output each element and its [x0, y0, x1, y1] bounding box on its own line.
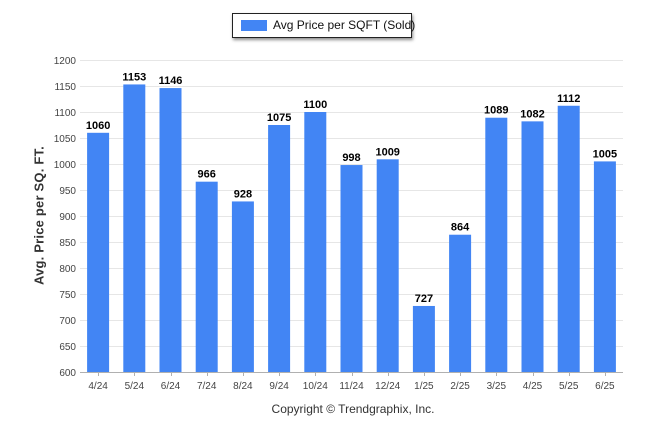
y-tick-label: 950 — [59, 186, 76, 197]
y-tick-label: 600 — [59, 368, 76, 379]
y-tick-label: 800 — [59, 264, 76, 275]
bar — [159, 88, 182, 372]
x-tick-label: 2/25 — [450, 381, 470, 392]
bar — [340, 165, 363, 372]
x-tick-label: 10/24 — [303, 381, 328, 392]
x-tick-label: 6/24 — [161, 381, 181, 392]
bar — [449, 234, 472, 372]
data-label: 864 — [451, 222, 470, 234]
legend-label: Avg Price per SQFT (Sold) — [273, 18, 416, 32]
x-tick-label: 4/25 — [523, 381, 543, 392]
y-tick-label: 700 — [59, 316, 76, 327]
x-tick-label: 5/24 — [125, 381, 145, 392]
x-tick-label: 11/24 — [339, 381, 364, 392]
y-tick-label: 850 — [59, 238, 76, 249]
x-tick-label: 9/24 — [269, 381, 289, 392]
y-tick-label: 900 — [59, 212, 76, 223]
data-label: 1089 — [484, 105, 508, 117]
bar — [123, 84, 146, 372]
data-label: 1153 — [122, 71, 146, 83]
y-tick-label: 1050 — [54, 134, 77, 145]
data-label: 1112 — [557, 93, 580, 105]
copyright-text: Copyright © Trendgraphix, Inc. — [271, 402, 435, 416]
data-label: 1009 — [375, 146, 399, 158]
y-tick-label: 750 — [59, 290, 76, 301]
bar — [304, 112, 327, 372]
y-tick-label: 650 — [59, 342, 76, 353]
bar — [268, 125, 291, 372]
x-tick-label: 4/24 — [88, 381, 108, 392]
y-tick-label: 1100 — [54, 108, 76, 119]
x-tick-label: 6/25 — [595, 381, 615, 392]
y-tick-label: 1150 — [54, 82, 76, 93]
data-label: 966 — [198, 169, 216, 181]
bar — [412, 305, 435, 372]
legend-swatch — [241, 20, 267, 31]
bar — [521, 121, 544, 372]
x-tick-label: 3/25 — [487, 381, 507, 392]
bar — [87, 132, 110, 372]
data-label: 1146 — [159, 75, 183, 87]
x-tick-label: 8/24 — [233, 381, 253, 392]
data-label: 1075 — [267, 112, 291, 124]
x-tick-label: 12/24 — [375, 381, 400, 392]
x-tick-label: 7/24 — [197, 381, 217, 392]
y-tick-label: 1200 — [54, 56, 77, 67]
bar — [376, 159, 399, 372]
data-label: 1060 — [86, 120, 110, 132]
data-label: 1005 — [593, 148, 617, 160]
y-axis-title: Avg. Price per SQ. FT. — [31, 146, 47, 286]
data-label: 928 — [234, 188, 252, 200]
data-label: 998 — [342, 152, 360, 164]
y-tick-label: 1000 — [54, 160, 77, 171]
legend: Avg Price per SQFT (Sold) — [232, 13, 416, 38]
x-tick-label: 1/25 — [414, 381, 434, 392]
data-label: 727 — [415, 293, 433, 305]
data-label: 1100 — [303, 99, 327, 111]
bar — [557, 105, 580, 372]
x-tick-label: 5/25 — [559, 381, 579, 392]
bar — [195, 181, 218, 372]
bar — [231, 201, 254, 372]
data-label: 1082 — [520, 108, 544, 120]
bar — [593, 161, 616, 372]
bar — [485, 117, 508, 372]
